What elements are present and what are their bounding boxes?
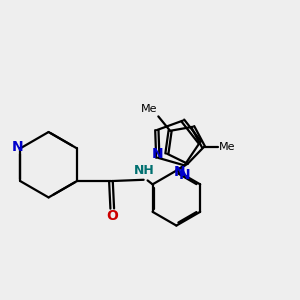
- Text: N: N: [174, 165, 186, 179]
- Text: Me: Me: [219, 142, 236, 152]
- Text: Me: Me: [140, 104, 157, 114]
- Text: O: O: [106, 209, 118, 224]
- Text: NH: NH: [134, 164, 155, 177]
- Text: N: N: [152, 147, 164, 161]
- Text: N: N: [12, 140, 23, 154]
- Text: N: N: [178, 168, 190, 182]
